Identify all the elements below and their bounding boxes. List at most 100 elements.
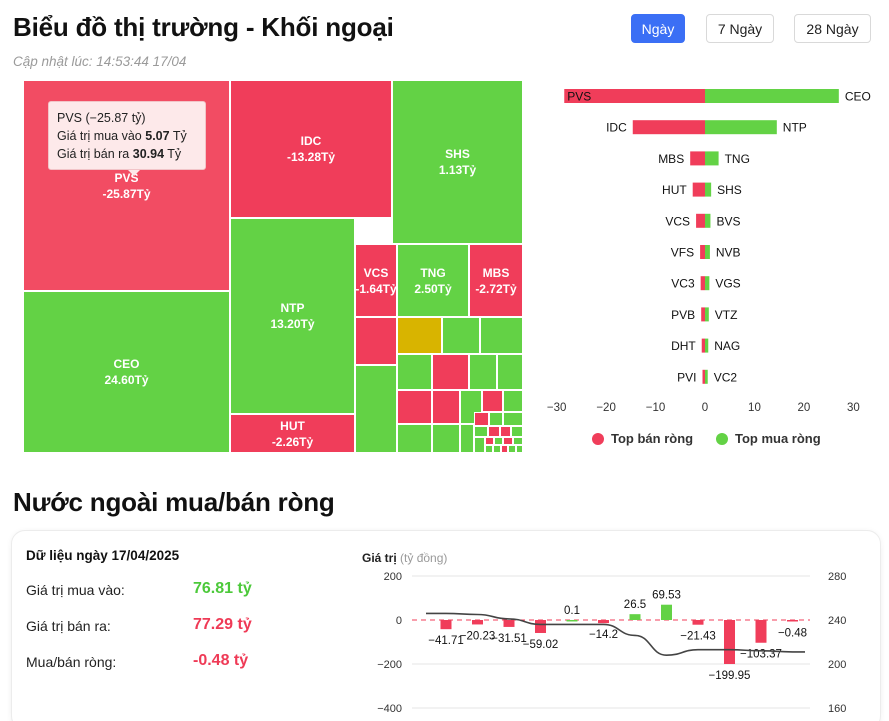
tooltip-sell-row: Giá trị bán ra 30.94 Tỷ [57, 145, 197, 163]
buy-bar-label: VTZ [715, 308, 738, 322]
tile-small[interactable] [494, 437, 503, 445]
sell-bar[interactable] [701, 307, 705, 322]
flow-bar[interactable] [566, 619, 578, 622]
tile-small[interactable] [489, 412, 503, 426]
tile-hut[interactable]: HUT -2.26Tỷ [230, 414, 355, 453]
tile-ceo[interactable]: CEO 24.60Tỷ [23, 291, 230, 453]
tile-small[interactable] [493, 445, 501, 453]
tile-small[interactable] [432, 424, 460, 453]
flow-bar[interactable] [598, 620, 609, 624]
flow-bar[interactable] [503, 620, 515, 627]
net-flow-bar-chart: PVS CEO IDC NTP MBS TNG HUT SHS VCS BVS VFS NVB VC3 V… [547, 89, 871, 414]
tile-small[interactable] [432, 390, 460, 424]
sell-value: 77.29 tỷ [193, 616, 252, 633]
tile-small[interactable] [508, 445, 516, 453]
tile-ntp[interactable]: NTP 13.20Tỷ [230, 218, 355, 414]
tile-small[interactable] [500, 426, 511, 437]
buy-value: 76.81 tỷ [193, 580, 252, 597]
tile-small[interactable] [482, 390, 503, 412]
tile-small[interactable] [503, 390, 523, 412]
tile-value: -1.64Tỷ [355, 281, 397, 296]
buy-bar[interactable] [705, 182, 712, 197]
tile-small[interactable] [460, 424, 474, 453]
buy-bar[interactable] [705, 276, 710, 291]
tooltip-buy-row: Giá trị mua vào 5.07 Tỷ [57, 127, 197, 145]
y-tick-label: −400 [377, 703, 402, 715]
treemap-tooltip: PVS (−25.87 tỷ) Giá trị mua vào 5.07 Tỷ … [48, 101, 206, 170]
flow-bar[interactable] [472, 620, 483, 625]
buy-bar[interactable] [705, 213, 711, 228]
tile-small[interactable] [485, 437, 494, 445]
tile-small[interactable] [397, 317, 442, 354]
tooltip-buy-label: Giá trị mua vào [57, 129, 142, 143]
flow-bar[interactable] [661, 604, 672, 620]
flow-bar[interactable] [692, 620, 704, 625]
tile-small[interactable] [501, 445, 508, 453]
sell-bar[interactable] [690, 151, 705, 166]
buy-bar[interactable] [705, 151, 719, 166]
flow-bar[interactable] [535, 620, 546, 633]
tile-small[interactable] [442, 317, 480, 354]
tile-mbs[interactable]: MBS -2.72Tỷ [469, 244, 523, 317]
sell-bar[interactable] [696, 213, 705, 228]
flow-bar-label: −199.95 [709, 670, 751, 682]
tile-small[interactable] [432, 354, 469, 390]
buy-bar[interactable] [705, 120, 777, 135]
flow-bar[interactable] [787, 620, 798, 622]
buy-bar[interactable] [705, 245, 710, 259]
sell-bar[interactable] [564, 89, 705, 103]
tile-shs[interactable]: SHS 1.13Tỷ [392, 80, 523, 244]
tile-small[interactable] [474, 437, 485, 453]
period-7day-button[interactable]: 7 Ngày [706, 14, 774, 43]
tile-small[interactable] [480, 317, 523, 354]
legend-buy-label: Top mua ròng [735, 431, 821, 446]
tile-vcs[interactable]: VCS -1.64Tỷ [355, 244, 397, 317]
legend-buy[interactable]: Top mua ròng [716, 431, 821, 446]
tile-small[interactable] [355, 317, 397, 365]
flow-chart-ylabel-unit: (tỷ đồng) [400, 551, 448, 565]
tile-small[interactable] [485, 445, 493, 453]
buy-bar-label: CEO [845, 90, 871, 104]
section-title: Nước ngoài mua/bán ròng [13, 487, 335, 517]
buy-bar[interactable] [705, 89, 839, 103]
sell-bar[interactable] [632, 120, 705, 135]
buy-bar[interactable] [705, 369, 708, 384]
tooltip-buy-value: 5.07 [145, 129, 170, 143]
tile-small[interactable] [503, 412, 523, 426]
flow-bar[interactable] [440, 620, 452, 630]
buy-bar[interactable] [705, 307, 709, 322]
tile-small[interactable] [516, 445, 523, 453]
tile-small[interactable] [497, 354, 523, 390]
flow-bar[interactable] [724, 620, 735, 664]
tile-small[interactable] [513, 437, 523, 445]
buy-bar-label: NTP [783, 121, 807, 135]
legend-sell[interactable]: Top bán ròng [592, 431, 693, 446]
flow-bar-label: −59.02 [523, 639, 559, 651]
flow-bar-label: −0.48 [778, 628, 807, 640]
flow-bar[interactable] [629, 614, 641, 620]
tile-small[interactable] [397, 390, 432, 424]
tile-small[interactable] [474, 426, 488, 437]
buy-bar[interactable] [705, 338, 709, 353]
tile-small[interactable] [474, 412, 489, 426]
sell-bar[interactable] [692, 182, 705, 197]
sell-label: Giá trị bán ra: [26, 618, 111, 634]
tile-small[interactable] [397, 424, 432, 453]
flow-bar[interactable] [755, 620, 767, 643]
flow-bar-label: −20.23 [460, 630, 496, 642]
tile-small[interactable] [488, 426, 500, 437]
tile-small[interactable] [397, 354, 432, 390]
tile-idc[interactable]: IDC -13.28Tỷ [230, 80, 392, 218]
tile-small[interactable] [469, 354, 497, 390]
period-day-button[interactable]: Ngày [631, 14, 685, 43]
tile-small[interactable] [355, 365, 397, 453]
tile-tng[interactable]: TNG 2.50Tỷ [397, 244, 469, 317]
sell-bar[interactable] [701, 338, 705, 353]
tile-small[interactable] [503, 437, 513, 445]
tile-small[interactable] [511, 426, 523, 437]
period-28day-button[interactable]: 28 Ngày [794, 14, 871, 43]
sell-bar[interactable] [700, 245, 705, 259]
sell-bar[interactable] [702, 369, 706, 384]
x-tick-label: −30 [547, 402, 567, 414]
sell-bar[interactable] [700, 276, 705, 291]
